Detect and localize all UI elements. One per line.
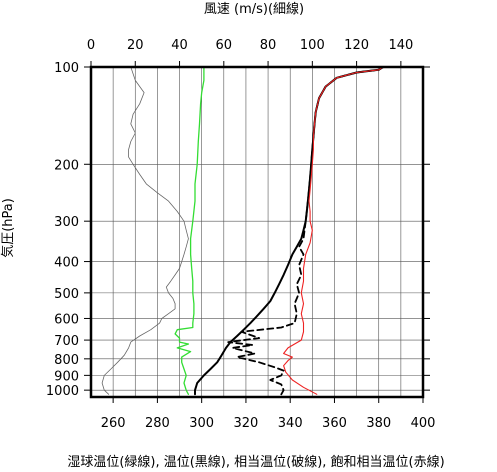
bottom-axis-tick-label: 340 [278,416,303,431]
y-axis-tick-label: 700 [54,334,79,349]
plot-frame [89,65,425,399]
top-axis-tick-label: 0 [87,38,95,53]
axis-ticks: 0 20 40 60 80 100 120 140 260 280 300 320 340 360 380 4… [46,38,436,431]
y-axis-tick-label: 600 [54,312,79,327]
bottom-axis-tick-label: 380 [366,416,391,431]
wind-line [101,66,189,395]
series-lines [101,66,385,396]
bottom-axis-tick-label: 300 [189,416,214,431]
top-axis-tick-label: 60 [216,38,233,53]
bottom-axis-tick-label: 360 [322,416,347,431]
y-axis-tick-label: 900 [54,369,79,384]
top-axis-tick-label: 20 [127,38,144,53]
potential-temperature-line [194,66,385,396]
wet-bulb-potential-temperature-line [174,66,205,395]
top-axis-tick-label: 100 [300,38,325,53]
y-axis-tick-label: 1000 [46,384,79,399]
top-axis-title: 風速 (m/s)(細線) [204,1,304,17]
grid-lines [91,66,423,397]
chart-caption: 湿球温位(緑線), 温位(黒線), 相当温位(破線), 飽和相当温位(赤線) [67,454,444,470]
y-axis-tick-label: 300 [54,215,79,230]
y-axis-tick-label: 400 [54,256,79,271]
bottom-axis-tick-label: 280 [145,416,170,431]
bottom-axis-tick-label: 260 [101,416,126,431]
y-axis-title: 気圧(hPa) [0,198,16,258]
y-axis-tick-label: 800 [54,353,79,368]
top-axis-tick-label: 40 [171,38,188,53]
bottom-axis-tick-label: 320 [234,416,259,431]
top-axis-tick-label: 80 [260,38,277,53]
top-axis-tick-label: 120 [344,38,369,53]
y-axis-tick-label: 100 [54,61,79,76]
top-axis-tick-label: 140 [388,38,413,53]
bottom-axis-tick-label: 400 [411,416,436,431]
equivalent-potential-temperature-line [227,66,385,396]
y-axis-tick-label: 500 [54,287,79,302]
saturated-equivalent-potential-temperature-line [283,66,384,395]
y-axis-tick-label: 200 [54,158,79,173]
